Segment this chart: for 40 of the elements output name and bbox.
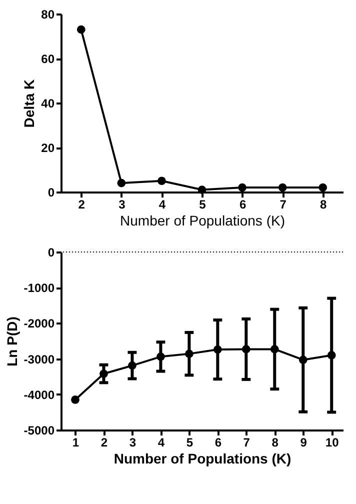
y-axis-title: Delta K [21,79,38,128]
x-axis-title: Number of Populations (K) [114,450,292,466]
point [278,183,287,192]
x-tick-label: 8 [320,198,328,212]
x-tick-label: 3 [118,198,126,212]
x-tick-label: 4 [158,198,166,212]
x-tick-label: 5 [199,198,206,212]
y-tick-label: 20 [41,141,55,155]
x-tick-label: 9 [300,436,308,450]
x-tick-label: 7 [280,198,287,212]
x-tick-label: 1 [72,436,80,450]
x-tick-label: 6 [214,436,222,450]
point [238,183,246,192]
point [318,183,328,192]
x-tick-label: 8 [272,436,279,450]
x-tick-label: 7 [243,436,250,450]
y-tick-label: -3000 [24,352,55,366]
y-tick-label: -2000 [24,316,55,331]
y-tick-label: 0 [48,246,55,260]
x-tick-label: 5 [186,436,194,450]
y-axis-title: Ln P(D) [4,316,20,366]
x-tick-label: 10 [325,436,340,450]
point [71,396,80,404]
x-tick-label: 4 [158,436,165,450]
y-tick-label: 80 [41,8,55,22]
y-tick-label: -4000 [24,388,55,402]
x-tick-label: 2 [78,198,86,212]
y-tick-label: 40 [41,96,55,110]
y-tick-label: 60 [41,52,55,66]
x-axis-title: Number of Populations (K) [120,212,285,228]
x-tick-label: 6 [239,198,246,212]
point [158,176,166,186]
y-tick-label: -1000 [24,281,55,296]
point [198,186,206,194]
point [76,25,86,34]
point [117,178,126,188]
y-tick-label: -5000 [24,424,55,438]
x-tick-label: 3 [129,436,136,450]
y-tick-label: 0 [48,186,55,200]
x-tick-label: 2 [100,436,108,450]
